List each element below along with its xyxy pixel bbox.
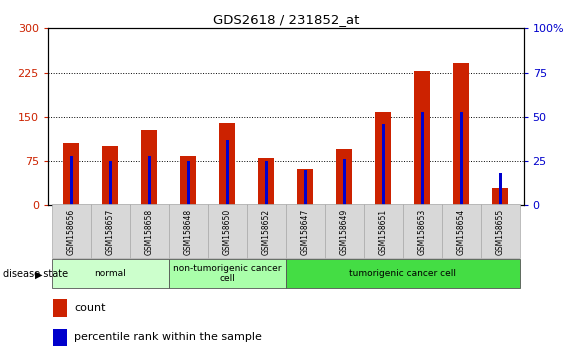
Text: GSM158653: GSM158653	[418, 209, 427, 255]
Bar	[226, 140, 229, 205]
FancyBboxPatch shape	[403, 204, 442, 258]
FancyBboxPatch shape	[208, 204, 247, 258]
Bar	[220, 123, 235, 205]
Bar	[303, 170, 307, 205]
Bar	[52, 329, 67, 346]
Bar	[337, 149, 352, 205]
Bar	[297, 169, 313, 205]
FancyBboxPatch shape	[169, 259, 285, 288]
Bar	[102, 146, 118, 205]
Bar	[52, 299, 67, 317]
Text: non-tumorigenic cancer
cell: non-tumorigenic cancer cell	[173, 264, 282, 283]
Text: GSM158649: GSM158649	[339, 209, 348, 255]
FancyBboxPatch shape	[481, 204, 520, 258]
Bar	[414, 71, 430, 205]
FancyBboxPatch shape	[285, 204, 325, 258]
Text: percentile rank within the sample: percentile rank within the sample	[74, 332, 262, 342]
Text: GSM158654: GSM158654	[457, 209, 466, 255]
FancyBboxPatch shape	[91, 204, 129, 258]
Bar	[70, 156, 73, 205]
Bar	[187, 161, 190, 205]
Text: GSM158651: GSM158651	[379, 209, 388, 255]
FancyBboxPatch shape	[52, 204, 91, 258]
FancyBboxPatch shape	[129, 204, 169, 258]
FancyBboxPatch shape	[285, 259, 520, 288]
FancyBboxPatch shape	[169, 204, 208, 258]
FancyBboxPatch shape	[325, 204, 364, 258]
Text: disease state: disease state	[3, 269, 68, 279]
Text: GSM158658: GSM158658	[145, 209, 154, 255]
Text: GSM158652: GSM158652	[262, 209, 271, 255]
FancyBboxPatch shape	[247, 204, 285, 258]
Bar	[459, 112, 463, 205]
Bar	[499, 173, 502, 205]
Bar	[453, 63, 469, 205]
Bar	[148, 156, 151, 205]
Title: GDS2618 / 231852_at: GDS2618 / 231852_at	[213, 13, 359, 26]
Bar	[258, 158, 274, 205]
Text: ▶: ▶	[35, 269, 42, 279]
Text: count: count	[74, 303, 105, 313]
FancyBboxPatch shape	[442, 204, 481, 258]
FancyBboxPatch shape	[52, 259, 169, 288]
Bar	[265, 161, 268, 205]
Text: GSM158657: GSM158657	[106, 209, 115, 255]
Text: tumorigenic cancer cell: tumorigenic cancer cell	[349, 269, 456, 278]
Bar	[343, 159, 346, 205]
Bar	[141, 130, 157, 205]
Bar	[421, 112, 424, 205]
Bar	[64, 143, 79, 205]
Text: GSM158655: GSM158655	[495, 209, 504, 255]
Bar	[493, 188, 508, 205]
Text: GSM158647: GSM158647	[301, 209, 310, 255]
Text: GSM158656: GSM158656	[67, 209, 76, 255]
FancyBboxPatch shape	[364, 204, 403, 258]
Bar	[109, 161, 112, 205]
Bar	[376, 112, 391, 205]
Text: GSM158648: GSM158648	[184, 209, 193, 255]
Text: normal: normal	[95, 269, 126, 278]
Bar	[180, 156, 196, 205]
Text: GSM158650: GSM158650	[223, 209, 232, 255]
Bar	[382, 124, 385, 205]
